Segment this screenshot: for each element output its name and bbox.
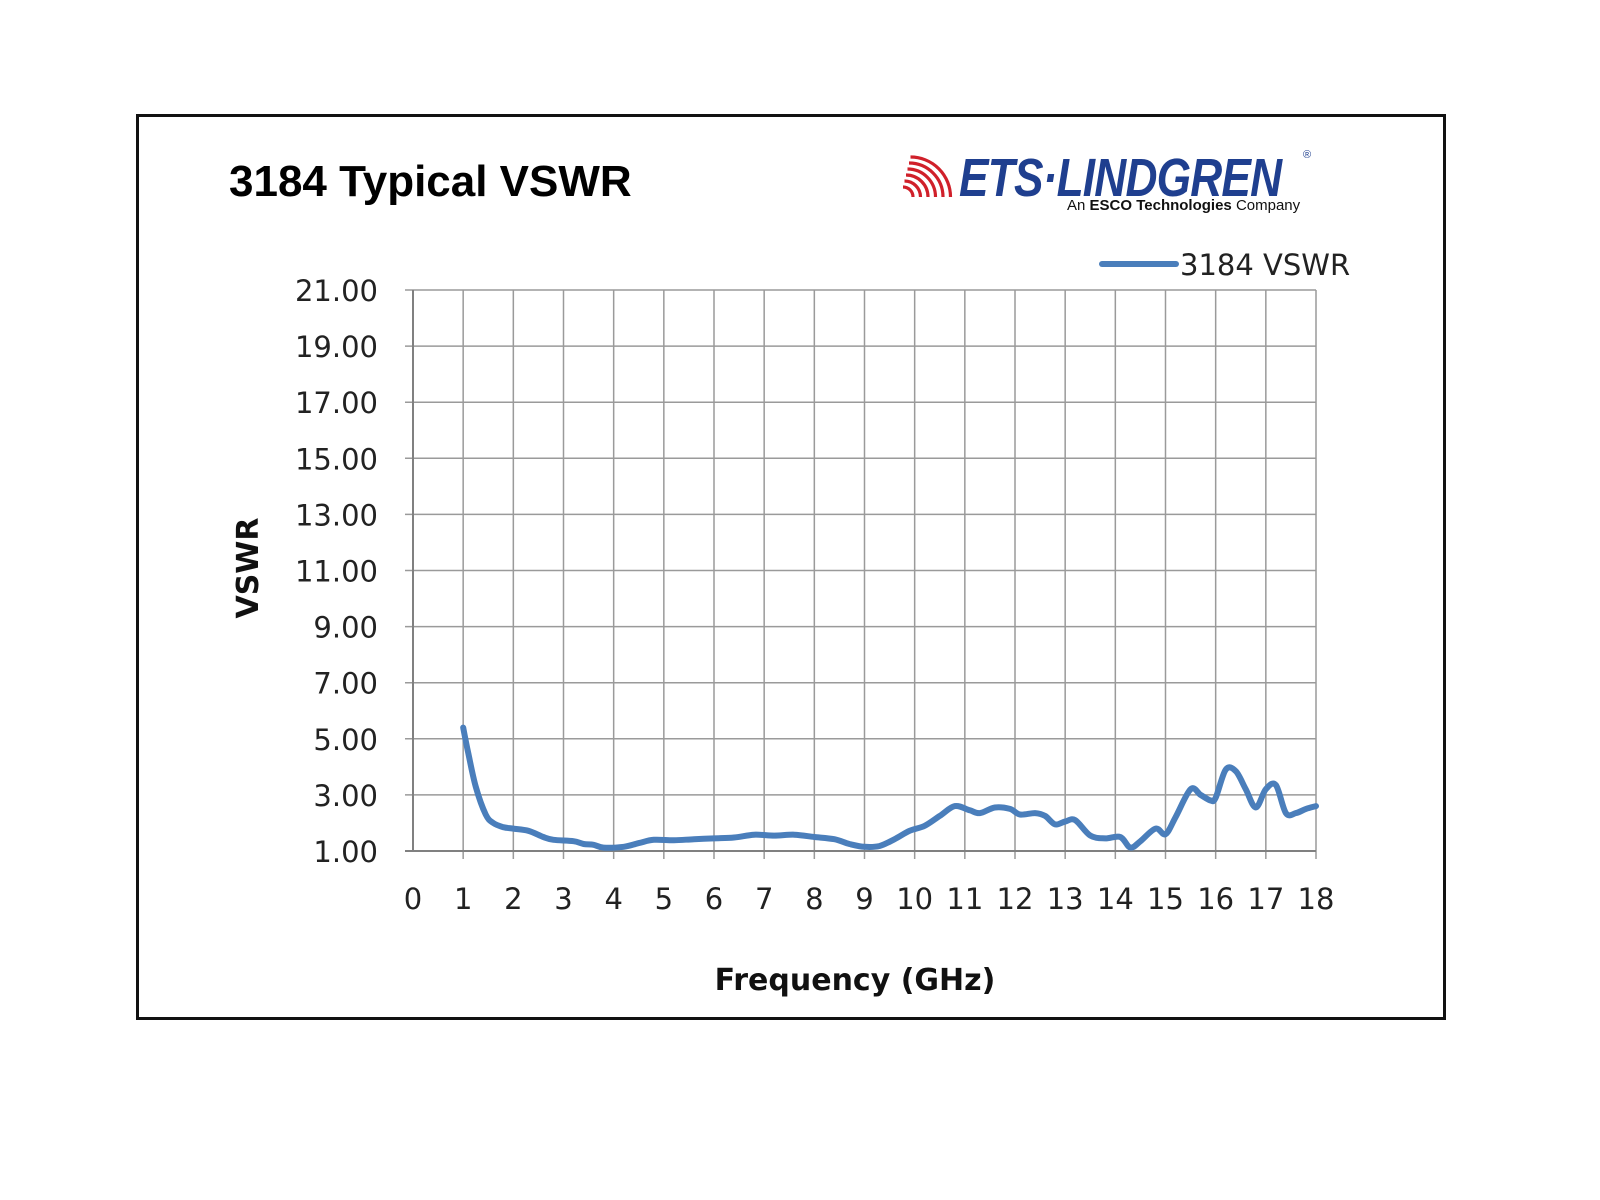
y-tick-label: 5.00 — [313, 723, 378, 757]
x-tick-label: 16 — [1197, 882, 1234, 916]
y-tick-label: 1.00 — [313, 835, 378, 869]
x-tick-label: 18 — [1298, 882, 1335, 916]
x-tick-label: 9 — [855, 882, 873, 916]
x-tick-label: 5 — [655, 882, 673, 916]
grid-lines — [405, 289, 1317, 859]
y-tick-labels: 21.00 19.00 17.00 15.00 13.00 11.00 9.00 7.00 5.… — [295, 274, 378, 869]
x-tick-label: 7 — [755, 882, 773, 916]
y-tick-label: 3.00 — [313, 779, 378, 813]
x-tick-label: 0 — [404, 882, 422, 916]
logo-wordmark: ETS·LINDGREN — [959, 148, 1282, 208]
x-tick-label: 3 — [554, 882, 572, 916]
logo-tagline-suffix: Company — [1235, 197, 1301, 214]
x-tick-label: 13 — [1047, 882, 1084, 916]
x-tick-label: 8 — [805, 882, 823, 916]
y-tick-label: 21.00 — [295, 274, 378, 308]
ets-lindgren-logo: ETS·LINDGREN ® An ESCO Technologies Comp… — [899, 147, 1329, 217]
series-lines — [460, 724, 1319, 851]
series-line — [460, 724, 1319, 851]
x-tick-label: 17 — [1247, 882, 1284, 916]
y-tick-label: 13.00 — [295, 498, 378, 532]
x-tick-label: 12 — [997, 882, 1034, 916]
legend: 3184 VSWR — [1099, 248, 1350, 282]
y-tick-label: 11.00 — [295, 555, 378, 589]
x-tick-label: 6 — [705, 882, 723, 916]
y-axis-label: VSWR — [231, 517, 266, 618]
logo-waves-icon — [902, 155, 953, 198]
x-tick-label: 2 — [504, 882, 522, 916]
logo-tagline-brand: ESCO Technologies — [1089, 197, 1232, 214]
axes — [405, 290, 1316, 852]
y-tick-label: 19.00 — [295, 330, 378, 364]
logo-tagline-prefix: An — [1067, 197, 1086, 214]
logo-tagline: An ESCO Technologies Company — [1067, 197, 1300, 214]
registered-mark: ® — [1303, 149, 1312, 161]
x-tick-label: 4 — [604, 882, 622, 916]
y-tick-label: 15.00 — [295, 442, 378, 476]
y-tick-label: 7.00 — [313, 667, 378, 701]
y-tick-label: 17.00 — [295, 386, 378, 420]
legend-label: 3184 VSWR — [1180, 248, 1350, 282]
x-tick-labels: 0 1 2 3 4 5 6 7 8 9 10 11 12 13 14 15 16 17 18 — [404, 882, 1335, 916]
chart-frame: 3184 Typical VSWR ETS·LINDGREN ® An ESCO… — [136, 114, 1446, 1020]
x-tick-label: 10 — [896, 882, 933, 916]
y-tick-label: 9.00 — [313, 611, 378, 645]
x-tick-label: 15 — [1147, 882, 1184, 916]
x-axis-label: Frequency (GHz) — [715, 963, 996, 998]
x-tick-label: 11 — [946, 882, 983, 916]
page-title: 3184 Typical VSWR — [229, 157, 632, 206]
x-tick-label: 14 — [1097, 882, 1134, 916]
x-tick-label: 1 — [454, 882, 472, 916]
